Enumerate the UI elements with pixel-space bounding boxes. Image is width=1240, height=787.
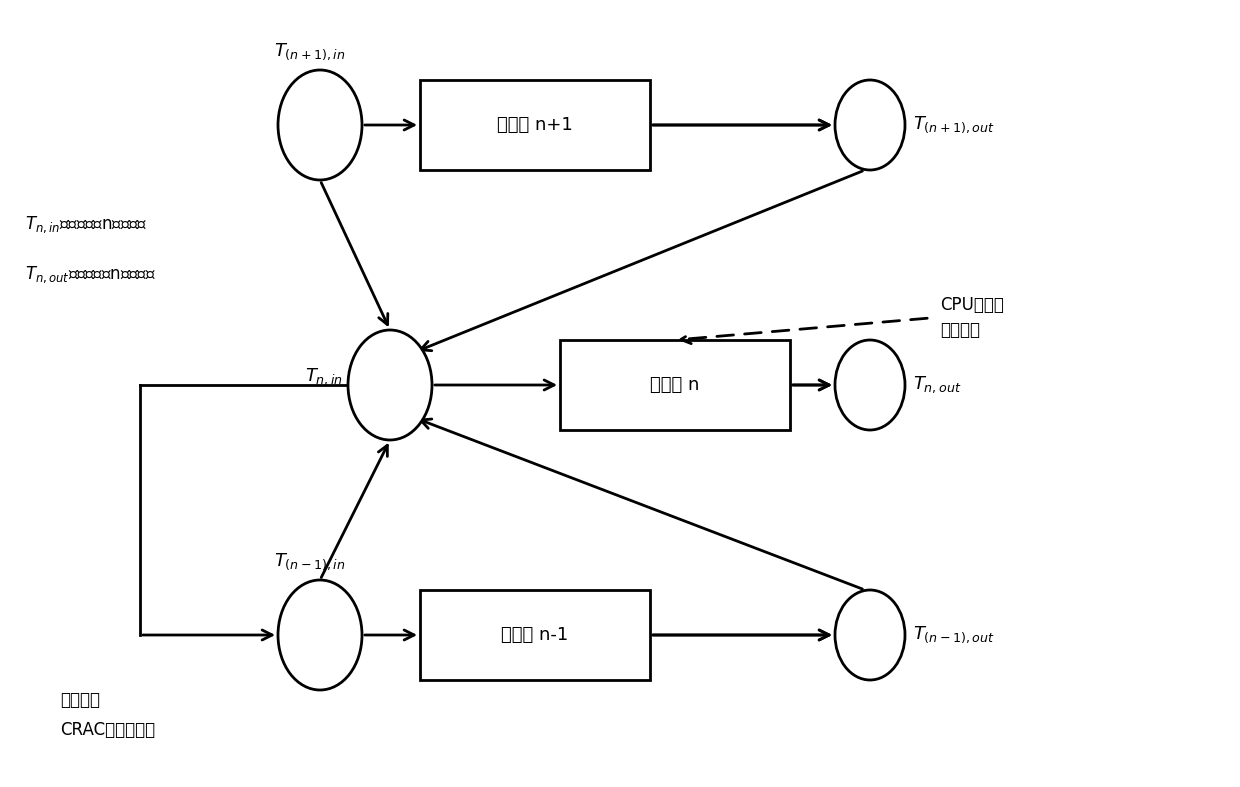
Text: 服务器 n: 服务器 n [650,376,699,394]
Text: 风扇转速: 风扇转速 [940,321,980,339]
Text: 服务器 n-1: 服务器 n-1 [501,626,569,644]
Ellipse shape [835,590,905,680]
Ellipse shape [348,330,432,440]
Text: CRAC温度设置点: CRAC温度设置点 [60,721,155,739]
Text: $T_{n,out}$: $T_{n,out}$ [913,375,961,395]
Text: $T_{n,in}$: $T_{n,in}$ [305,367,343,387]
Text: $T_{(n-1),out}$: $T_{(n-1),out}$ [913,625,994,645]
Ellipse shape [835,340,905,430]
Ellipse shape [835,80,905,170]
Text: $T_{(n+1),out}$: $T_{(n+1),out}$ [913,115,994,135]
Text: $T_{(n+1),in}$: $T_{(n+1),in}$ [274,42,346,62]
Bar [560,340,790,430]
Ellipse shape [278,580,362,690]
Text: 气流速度: 气流速度 [60,691,100,709]
Text: $T_{n,out}$表示服务器n出口温度: $T_{n,out}$表示服务器n出口温度 [25,264,156,286]
Text: $T_{n,in}$表示服务器n入口温度: $T_{n,in}$表示服务器n入口温度 [25,215,148,235]
Text: CPU利用率: CPU利用率 [940,296,1004,314]
Bar [420,590,650,680]
Text: 服务器 n+1: 服务器 n+1 [497,116,573,134]
Bar [420,80,650,170]
Text: $T_{(n-1),in}$: $T_{(n-1),in}$ [274,552,346,572]
Ellipse shape [278,70,362,180]
